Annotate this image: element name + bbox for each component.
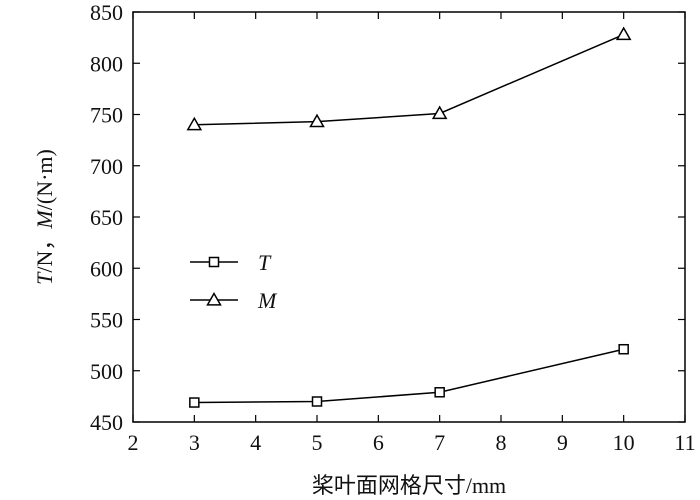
data-point-T <box>434 387 445 398</box>
y-tick-label: 750 <box>90 103 123 128</box>
x-tick-label: 3 <box>189 430 200 455</box>
x-tick-label: 7 <box>434 430 445 455</box>
y-tick-label: 850 <box>90 0 123 25</box>
axis-ticks: 2 3 4 5 6 7 8 9 10 11 450 500 550 600 650 700 750 800 850 <box>90 0 696 455</box>
series-line <box>194 33 624 126</box>
series-line <box>194 348 624 404</box>
y-axis-label-end: /(N·m) <box>32 149 57 210</box>
data-point-M <box>186 116 203 131</box>
y-tick-label: 600 <box>90 256 123 281</box>
x-tick-label: 9 <box>557 430 568 455</box>
y-axis-label-mid: /N， <box>32 229 57 273</box>
data-point-T <box>311 396 323 407</box>
series-M <box>186 26 632 131</box>
legend-label: M <box>257 288 278 313</box>
y-axis-label-m: M <box>32 209 57 230</box>
y-tick-label: 700 <box>90 154 123 179</box>
x-tick-label: 8 <box>496 430 507 455</box>
data-point-M <box>431 105 448 120</box>
x-tick-label: 6 <box>373 430 384 455</box>
y-tick-label: 550 <box>90 308 123 333</box>
data-point-T <box>189 397 200 408</box>
x-tick-label: 2 <box>128 430 139 455</box>
legend-item-T: T <box>190 250 272 275</box>
y-tick-label: 650 <box>90 205 123 230</box>
legend-item-M: M <box>190 288 278 313</box>
legend-marker <box>206 291 222 306</box>
y-tick-label: 500 <box>90 359 123 384</box>
data-point-T <box>618 343 629 355</box>
legend-label: T <box>258 250 272 275</box>
y-tick-label: 800 <box>90 51 123 76</box>
x-tick-label: 4 <box>250 430 261 455</box>
y-axis-label-t: T <box>32 271 57 285</box>
x-tick-label: 5 <box>312 430 323 455</box>
legend: TM <box>190 250 278 313</box>
y-tick-label: 450 <box>90 410 123 435</box>
plot-frame <box>132 11 686 423</box>
series-layer <box>186 26 632 408</box>
series-T <box>189 343 629 408</box>
data-point-M <box>309 113 325 128</box>
legend-marker <box>208 256 220 268</box>
x-tick-label: 10 <box>613 430 635 455</box>
x-axis-label: 桨叶面网格尺寸/mm <box>312 473 506 498</box>
data-point-M <box>615 26 632 41</box>
y-axis-label: T/N，M/(N·m) <box>32 149 57 285</box>
x-tick-label: 11 <box>674 430 695 455</box>
